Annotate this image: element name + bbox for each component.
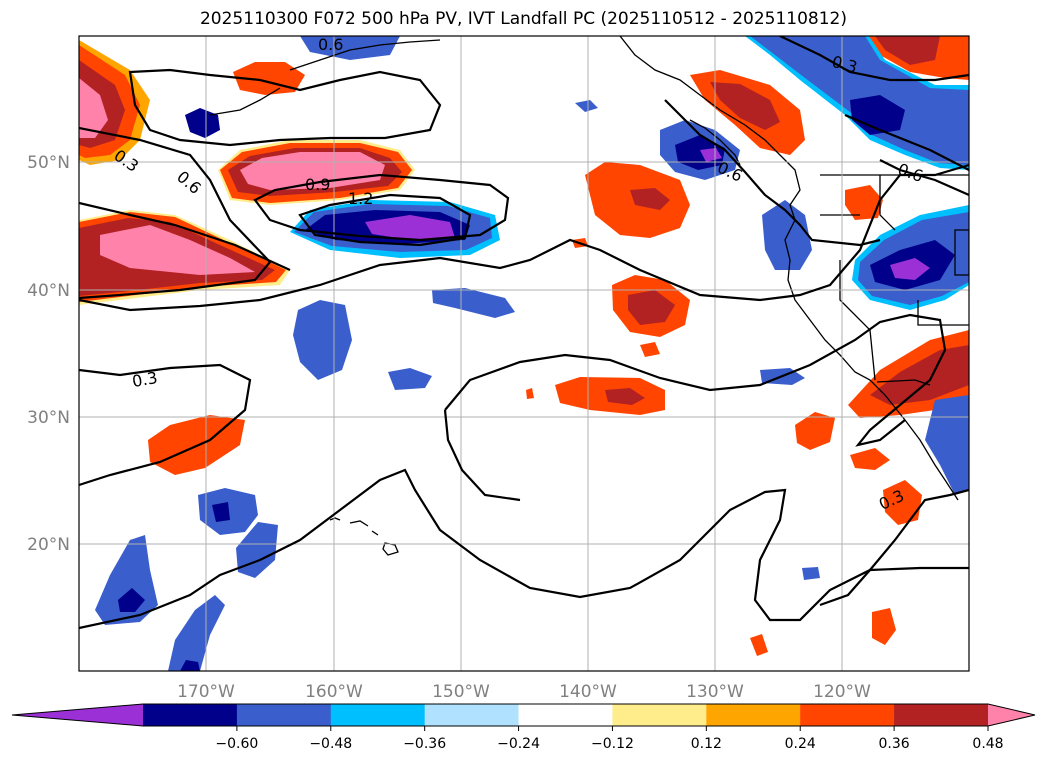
contour-line (79, 201, 291, 272)
lon-label: 160°W (305, 682, 363, 702)
positive-anomaly-fields (79, 36, 969, 656)
colorbar-segment (612, 704, 707, 726)
contour-line (128, 68, 442, 147)
contour-label: 0.3 (131, 368, 159, 391)
colorbar-segment (236, 704, 332, 726)
contour-line (444, 313, 947, 447)
colorbar-segment (330, 704, 426, 726)
anomaly-blob (802, 567, 820, 580)
anomaly-blob (293, 300, 352, 380)
anomaly-blob (870, 345, 969, 405)
contour-line (79, 126, 272, 300)
longitude-labels: 170°W 160°W 150°W 140°W 130°W 120°W (177, 682, 871, 702)
lon-label: 150°W (432, 682, 490, 702)
lon-label: 130°W (686, 682, 744, 702)
anomaly-blob (700, 148, 722, 162)
contour-line (879, 159, 969, 197)
anomaly-blob (185, 108, 220, 138)
colorbar-extension-high (988, 704, 1035, 726)
anomaly-blob (79, 78, 108, 138)
contour-line (79, 363, 252, 487)
anomaly-blob (526, 388, 534, 399)
anomaly-blob (710, 82, 780, 130)
anomaly-blob (925, 395, 969, 495)
lon-label: 170°W (177, 682, 235, 702)
anomaly-blob (118, 588, 145, 612)
anomaly-blob (365, 215, 455, 240)
colorbar-tick-label: −0.60 (215, 736, 258, 752)
lat-label: 40°N (27, 281, 70, 301)
lat-label: 30°N (27, 408, 70, 428)
contour-line (779, 36, 969, 82)
colorbar-segment (143, 704, 238, 726)
anomaly-blob (890, 258, 930, 280)
anomaly-blob (432, 288, 515, 318)
contour-line (79, 163, 969, 312)
colorbar-segment (518, 704, 613, 726)
colorbar-tick-label: 0.12 (691, 736, 722, 752)
contour-label: 0.6 (318, 35, 343, 54)
colorbar-segment (894, 704, 989, 726)
colorbar-tick-label: −0.48 (309, 736, 352, 752)
anomaly-blob (180, 660, 200, 671)
map-frame (78, 35, 970, 672)
anomaly-blob (630, 188, 670, 210)
anomaly-blob (872, 608, 896, 645)
contour-line (819, 488, 969, 607)
anomaly-blob (640, 342, 660, 357)
anomaly-blob (388, 368, 432, 390)
contour-line (253, 173, 510, 242)
contour-label: 0.9 (305, 175, 330, 194)
lat-label: 50°N (27, 153, 70, 173)
anomaly-blob (100, 225, 255, 275)
graticule (79, 36, 969, 671)
contour-line (79, 468, 969, 630)
latitude-labels: 50°N 40°N 30°N 20°N (27, 153, 70, 555)
ivt-contours (79, 36, 969, 630)
colorbar-segment (424, 704, 520, 726)
colorbar-tick-label: 0.48 (972, 736, 1003, 752)
anomaly-blob (212, 502, 230, 522)
lat-label: 20°N (27, 535, 70, 555)
map-background (79, 36, 969, 671)
anomaly-blob (944, 128, 960, 142)
anomaly-blob (168, 595, 225, 671)
contour-line (664, 99, 881, 247)
anomaly-blob (845, 185, 883, 220)
anomaly-blob (850, 448, 890, 470)
figure-title: 2025110300 F072 500 hPa PV, IVT Landfall… (199, 9, 847, 29)
contour-line (443, 409, 521, 502)
colorbar-tick-label: 0.36 (879, 736, 910, 752)
colorbar-extension-low (12, 704, 143, 726)
colorbar: −0.60 −0.48 −0.36 −0.24 −0.12 0.12 0.24 0.36 0.4… (11, 703, 1036, 752)
colorbar-tick-label: −0.24 (497, 736, 540, 752)
colorbar-segment (800, 704, 895, 726)
contour-label: 1.2 (348, 189, 373, 208)
anomaly-blob (750, 634, 768, 656)
contour-line (844, 113, 969, 171)
colorbar-tick-label: −0.36 (403, 736, 446, 752)
colorbar-tick-label: 0.24 (785, 736, 816, 752)
colorbar-segment (706, 704, 801, 726)
lon-label: 140°W (559, 682, 617, 702)
colorbar-tick-label: −0.12 (591, 736, 634, 752)
contour-line (298, 193, 472, 247)
anomaly-blob (875, 36, 940, 65)
anomaly-blob (605, 388, 645, 405)
coastlines (209, 36, 969, 556)
anomaly-blob (795, 412, 835, 450)
anomaly-blob (575, 100, 598, 112)
lon-label: 120°W (813, 682, 871, 702)
anomaly-blob (628, 290, 675, 325)
colorbar-outline (11, 703, 1036, 727)
anomaly-blob (883, 480, 922, 525)
anomaly-blob (850, 95, 905, 135)
anomaly-blob (300, 36, 400, 60)
